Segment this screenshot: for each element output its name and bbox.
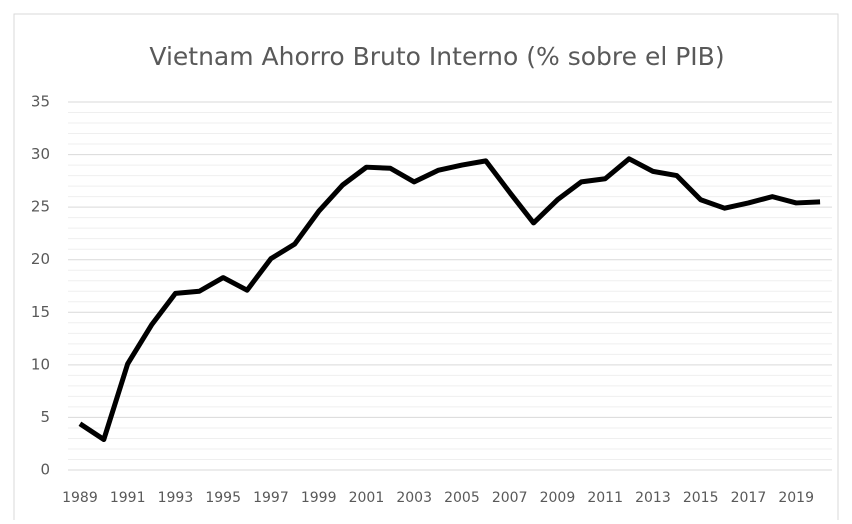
x-tick-label: 2013 [635, 490, 671, 506]
x-tick-label: 2005 [444, 490, 480, 506]
y-tick-label: 10 [31, 355, 50, 373]
x-tick-label: 1999 [301, 490, 337, 506]
chart-title: Vietnam Ahorro Bruto Interno (% sobre el… [149, 42, 724, 71]
x-tick-label: 2019 [778, 490, 814, 506]
y-tick-label: 5 [40, 408, 50, 426]
chart-frame [13, 13, 839, 524]
y-tick-label: 15 [31, 303, 50, 321]
y-tick-label: 30 [31, 145, 50, 163]
x-tick-label: 2015 [683, 490, 719, 506]
y-tick-label: 0 [40, 461, 50, 479]
x-tick-label: 1991 [110, 490, 146, 506]
y-tick-label: 25 [31, 198, 50, 216]
y-tick-label: 20 [31, 250, 50, 268]
x-tick-label: 1989 [62, 490, 98, 506]
x-tick-label: 2017 [731, 490, 767, 506]
x-tick-label: 2011 [587, 490, 623, 506]
y-tick-label: 35 [31, 93, 50, 111]
x-tick-label: 2001 [349, 490, 385, 506]
x-tick-label: 2007 [492, 490, 528, 506]
x-tick-label: 2003 [396, 490, 432, 506]
x-tick-label: 1993 [158, 490, 194, 506]
x-tick-label: 1997 [253, 490, 289, 506]
x-tick-label: 2009 [540, 490, 576, 506]
x-tick-label: 1995 [205, 490, 241, 506]
data-line [78, 156, 821, 443]
